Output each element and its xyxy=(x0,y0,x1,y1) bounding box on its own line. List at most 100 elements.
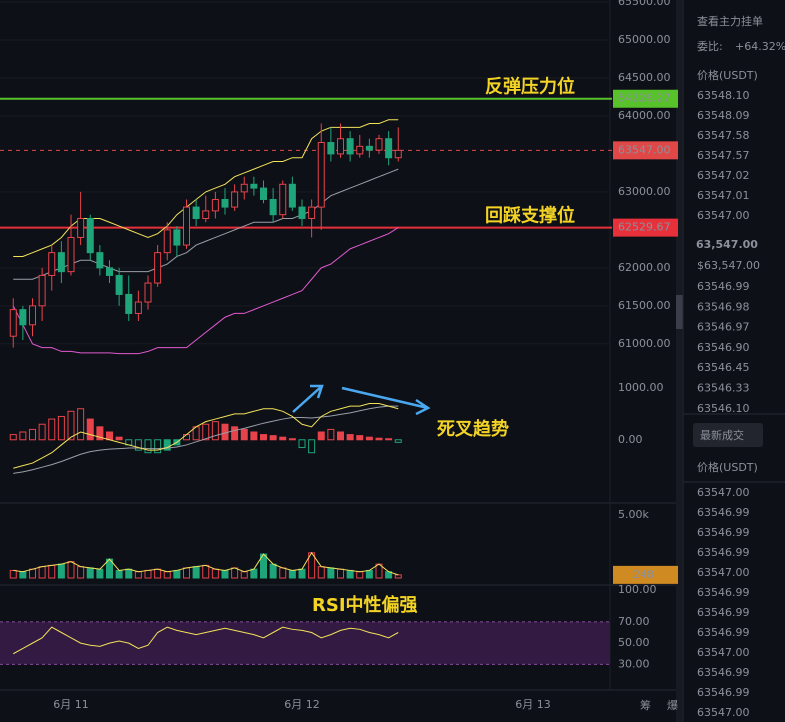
trade-price: 63546.99 xyxy=(697,526,750,539)
candle-body xyxy=(125,293,133,314)
ask-price: 63547.02 xyxy=(697,169,750,182)
trade-price: 63546.99 xyxy=(697,626,750,639)
macd-bar xyxy=(231,426,239,441)
band-line xyxy=(13,168,399,280)
bid-price: 63546.97 xyxy=(697,321,750,334)
candle-body xyxy=(288,183,296,208)
candle-body xyxy=(240,183,248,193)
volume-bar xyxy=(211,568,219,579)
macd-bar xyxy=(19,431,27,441)
candle-body xyxy=(115,274,123,295)
candle-body xyxy=(38,274,46,307)
macd-bar xyxy=(48,418,56,441)
candle-body xyxy=(279,183,287,216)
bid-price: 63546.98 xyxy=(697,300,750,313)
volume-bar xyxy=(221,569,229,579)
trade-price: 63547.00 xyxy=(697,646,750,659)
corner-label[interactable]: 爆 xyxy=(667,698,678,712)
candle-body xyxy=(394,149,402,159)
corner-label[interactable]: 筹 xyxy=(640,698,651,712)
trade-price: 63547.00 xyxy=(697,566,750,579)
macd-bar xyxy=(240,428,248,441)
ob-title[interactable]: 查看主力挂单 xyxy=(697,14,763,28)
y-tick-label: 100.00 xyxy=(618,583,657,596)
ask-price: 63547.00 xyxy=(697,209,750,222)
macd-bar xyxy=(163,439,171,451)
y-tick-label: 61000.00 xyxy=(618,337,671,350)
trade-price: 63547.00 xyxy=(697,486,750,499)
mid-usd: $63,547.00 xyxy=(697,259,760,272)
volume-bar xyxy=(250,568,258,579)
macd-bar xyxy=(365,436,373,441)
candle-body xyxy=(67,236,75,273)
candle-body xyxy=(173,229,181,246)
volume-bar xyxy=(144,569,152,579)
volume-bar xyxy=(394,574,402,579)
trades-header: 价格(USDT) xyxy=(697,460,758,474)
macd-bar xyxy=(38,423,46,441)
annotation: RSI中性偏强 xyxy=(312,594,418,616)
x-tick-label: 6月 11 xyxy=(53,698,89,711)
macd-bar xyxy=(317,431,325,441)
y-tick-label: 64500.00 xyxy=(618,71,671,84)
y-tick-label: 0.00 xyxy=(618,433,643,446)
trades-tab[interactable] xyxy=(693,423,763,447)
macd-bar xyxy=(67,410,75,441)
volume-bar xyxy=(183,567,190,579)
candle-body xyxy=(202,210,210,219)
arrow-down xyxy=(341,386,431,416)
ob-ratio: +64.32% xyxy=(735,40,785,53)
candle-body xyxy=(327,142,335,155)
level-tag xyxy=(613,218,678,237)
trade-price: 63546.99 xyxy=(697,666,750,679)
candle-body xyxy=(308,206,316,219)
volume-bar xyxy=(125,568,133,579)
volume-bar xyxy=(288,569,296,579)
candle-body xyxy=(9,309,17,337)
x-tick-label: 6月 12 xyxy=(284,698,320,711)
volume-bar xyxy=(154,568,162,579)
level-tag xyxy=(613,89,678,108)
macd-bar xyxy=(96,426,104,441)
volume-bar xyxy=(19,571,27,579)
volume-bar xyxy=(96,568,104,579)
candle-body xyxy=(356,145,364,155)
volume-ma-line xyxy=(13,551,399,576)
y-tick-label: 64000.00 xyxy=(618,109,671,122)
trade-price: 63546.99 xyxy=(697,506,750,519)
dif-line xyxy=(13,403,399,469)
macd-bar xyxy=(346,434,354,441)
candle-body xyxy=(250,183,258,189)
volume-bar xyxy=(48,564,56,579)
volume-bar xyxy=(365,569,373,579)
ob-header: 价格(USDT) xyxy=(697,68,758,82)
trade-price: 63546.99 xyxy=(697,606,750,619)
candle-body xyxy=(57,252,65,273)
volume-bar xyxy=(240,571,248,579)
macd-bar xyxy=(327,428,335,441)
last-price-label: 63547.00 xyxy=(618,143,671,156)
macd-bar xyxy=(394,439,402,443)
volume-bar xyxy=(192,566,200,579)
candle-body xyxy=(385,138,393,159)
rsi-line xyxy=(13,626,399,655)
candle-body xyxy=(337,138,344,155)
macd-bar xyxy=(183,434,190,441)
trades-tab-label[interactable]: 最新成交 xyxy=(700,428,744,442)
volume-bar xyxy=(9,569,17,579)
macd-bar xyxy=(279,436,287,441)
ob-ratio-label: 委比: xyxy=(697,40,723,53)
macd-bar xyxy=(269,435,277,441)
candle-body xyxy=(375,138,383,151)
y-tick-label: 65500.00 xyxy=(618,0,671,8)
scroll-handle[interactable] xyxy=(676,295,683,329)
candle-body xyxy=(29,305,36,326)
arrows xyxy=(292,384,431,416)
macd-bar xyxy=(115,436,123,441)
y-tick-label: 5.00k xyxy=(618,508,649,521)
bid-price: 63546.33 xyxy=(697,382,750,395)
macd-bar xyxy=(29,428,36,441)
